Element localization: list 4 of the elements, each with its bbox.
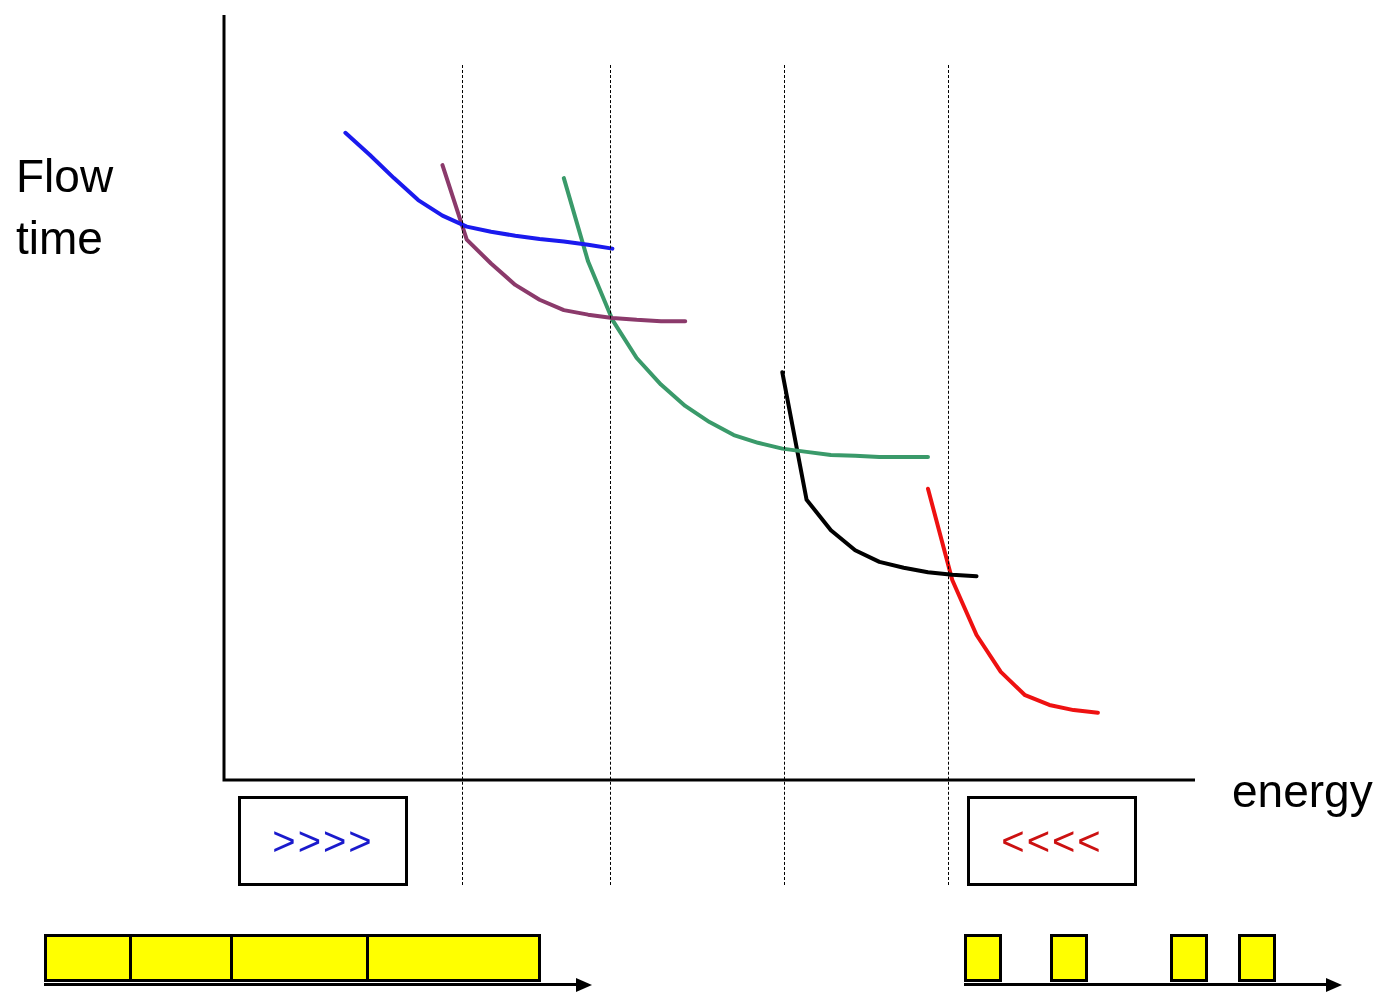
text: <<<< [1001,818,1103,864]
y-axis-title: Flow time [16,149,115,266]
text: >>>> [272,818,374,864]
x-axis-title: energy [1232,764,1373,819]
